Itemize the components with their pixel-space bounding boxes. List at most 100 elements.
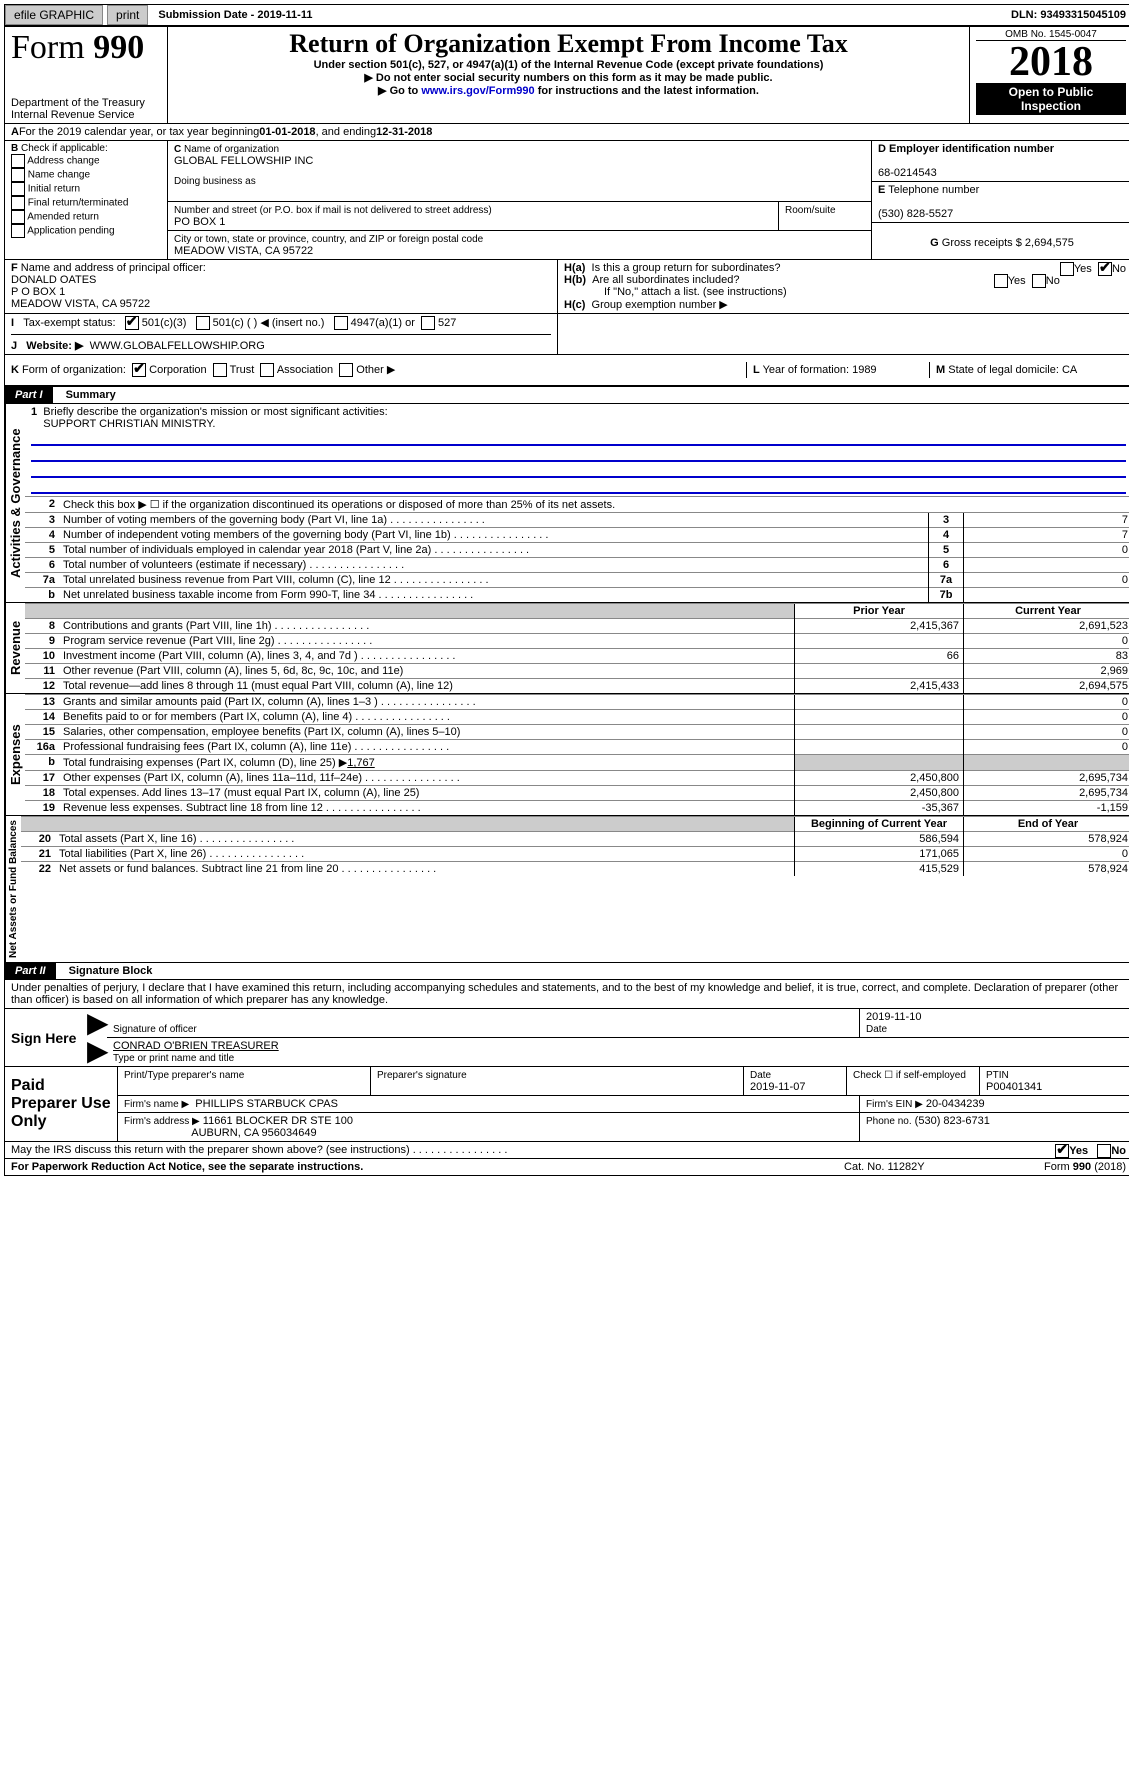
v3: 7 bbox=[964, 513, 1129, 528]
discuss: May the IRS discuss this return with the… bbox=[11, 1144, 507, 1156]
begbal-hdr: Beginning of Current Year bbox=[811, 818, 947, 830]
initial-return-checkbox[interactable] bbox=[11, 182, 25, 196]
c19: -1,159 bbox=[964, 801, 1129, 816]
line3: Number of voting members of the governin… bbox=[59, 513, 929, 528]
v4: 7 bbox=[964, 528, 1129, 543]
amended-return-checkbox[interactable] bbox=[11, 210, 25, 224]
501c-label: 501(c) ( ) ◀ (insert no.) bbox=[213, 317, 325, 329]
p17: 2,450,800 bbox=[795, 771, 964, 786]
year-formation: 1989 bbox=[852, 364, 876, 376]
l-label: Year of formation: bbox=[763, 364, 849, 376]
ptin-label: PTIN bbox=[986, 1070, 1009, 1081]
ha-no-checkbox[interactable] bbox=[1098, 262, 1112, 276]
submission-date: Submission Date - 2019-11-11 bbox=[152, 9, 312, 21]
phone-label: Phone no. bbox=[866, 1116, 912, 1127]
line8: Contributions and grants (Part VIII, lin… bbox=[59, 619, 795, 634]
hc-label: Group exemption number ▶ bbox=[592, 299, 728, 311]
501c-checkbox[interactable] bbox=[196, 316, 210, 330]
final-return-checkbox[interactable] bbox=[11, 196, 25, 210]
prior-year-hdr: Prior Year bbox=[853, 605, 905, 617]
line7b: Net unrelated business taxable income fr… bbox=[59, 588, 929, 603]
discuss-no-checkbox[interactable] bbox=[1097, 1144, 1111, 1158]
application-pending-checkbox[interactable] bbox=[11, 224, 25, 238]
endbal-hdr: End of Year bbox=[1018, 818, 1078, 830]
hb-no-checkbox[interactable] bbox=[1032, 274, 1046, 288]
p20: 586,594 bbox=[795, 832, 964, 847]
p14 bbox=[795, 710, 964, 725]
address-change-label: Address change bbox=[27, 156, 99, 167]
form-subtitle-under: Under section 501(c), 527, or 4947(a)(1)… bbox=[174, 59, 963, 71]
goto-pre: Go to bbox=[390, 85, 422, 97]
k-corp-checkbox[interactable] bbox=[132, 363, 146, 377]
p12: 2,415,433 bbox=[795, 679, 964, 694]
gross-receipts: 2,694,575 bbox=[1025, 237, 1074, 249]
c21: 0 bbox=[964, 847, 1129, 862]
section-net: Net Assets or Fund Balances bbox=[5, 816, 21, 962]
dept-treasury: Department of the Treasury bbox=[11, 97, 161, 109]
part-i-title: Summary bbox=[56, 389, 116, 401]
street: PO BOX 1 bbox=[174, 216, 225, 228]
k-assoc-checkbox[interactable] bbox=[260, 363, 274, 377]
c15: 0 bbox=[964, 725, 1129, 740]
paid-preparer: Paid Preparer Use Only bbox=[5, 1075, 117, 1133]
p16a bbox=[795, 740, 964, 755]
taxexempt-label: Tax-exempt status: bbox=[23, 317, 115, 329]
prep-name-label: Print/Type preparer's name bbox=[124, 1070, 244, 1081]
part-ii-title: Signature Block bbox=[59, 965, 153, 977]
c8: 2,691,523 bbox=[964, 619, 1129, 634]
name-change-checkbox[interactable] bbox=[11, 168, 25, 182]
dept-irs: Internal Revenue Service bbox=[11, 109, 161, 121]
c9: 0 bbox=[964, 634, 1129, 649]
part-i-label: Part I bbox=[5, 387, 53, 403]
print-button[interactable]: print bbox=[107, 5, 148, 25]
address-change-checkbox[interactable] bbox=[11, 154, 25, 168]
line2: Check this box ▶ ☐ if the organization d… bbox=[59, 497, 1129, 513]
c14: 0 bbox=[964, 710, 1129, 725]
sig-date: 2019-11-10 bbox=[866, 1011, 921, 1023]
discuss-yes-checkbox[interactable] bbox=[1055, 1144, 1069, 1158]
p22: 415,529 bbox=[795, 862, 964, 877]
501c3-checkbox[interactable] bbox=[125, 316, 139, 330]
room-label: Room/suite bbox=[785, 205, 836, 216]
line14: Benefits paid to or for members (Part IX… bbox=[59, 710, 795, 725]
c-name-label: Name of organization bbox=[184, 144, 279, 155]
name-change-label: Name change bbox=[28, 170, 90, 181]
e-label: Telephone number bbox=[888, 184, 979, 196]
p15 bbox=[795, 725, 964, 740]
a-begin: 01-01-2018 bbox=[259, 126, 315, 138]
p19: -35,367 bbox=[795, 801, 964, 816]
ha-yes-checkbox[interactable] bbox=[1060, 262, 1074, 276]
firm-phone: (530) 823-6731 bbox=[915, 1115, 990, 1127]
line19: Revenue less expenses. Subtract line 18 … bbox=[59, 801, 795, 816]
prep-date-label: Date bbox=[750, 1070, 771, 1081]
goto-post: for instructions and the latest informat… bbox=[535, 85, 759, 97]
city: MEADOW VISTA, CA 95722 bbox=[174, 245, 313, 257]
4947-label: 4947(a)(1) or bbox=[351, 317, 415, 329]
k-trust-checkbox[interactable] bbox=[213, 363, 227, 377]
k-label: Form of organization: bbox=[22, 364, 126, 376]
check-self: Check ☐ if self-employed bbox=[853, 1070, 966, 1081]
501c3-label: 501(c)(3) bbox=[142, 317, 187, 329]
hb-yes-checkbox[interactable] bbox=[994, 274, 1008, 288]
top-bar: efile GRAPHIC print Submission Date - 20… bbox=[4, 4, 1129, 26]
paperwork: For Paperwork Reduction Act Notice, see … bbox=[11, 1161, 844, 1173]
c22: 578,924 bbox=[964, 862, 1129, 877]
4947-checkbox[interactable] bbox=[334, 316, 348, 330]
hb-yes: Yes bbox=[1008, 275, 1026, 287]
line13: Grants and similar amounts paid (Part IX… bbox=[59, 695, 795, 710]
efile-button[interactable]: efile GRAPHIC bbox=[5, 5, 103, 25]
officer-name: DONALD OATES bbox=[11, 274, 96, 286]
line18: Total expenses. Add lines 13–17 (must eq… bbox=[59, 786, 795, 801]
discuss-no: No bbox=[1111, 1145, 1126, 1157]
line16a: Professional fundraising fees (Part IX, … bbox=[59, 740, 795, 755]
k-other-checkbox[interactable] bbox=[339, 363, 353, 377]
line7a: Total unrelated business revenue from Pa… bbox=[59, 573, 929, 588]
p8: 2,415,367 bbox=[795, 619, 964, 634]
line4: Number of independent voting members of … bbox=[59, 528, 929, 543]
527-checkbox[interactable] bbox=[421, 316, 435, 330]
v7a: 0 bbox=[964, 573, 1129, 588]
goto-link[interactable]: www.irs.gov/Form990 bbox=[421, 85, 534, 97]
k-other: Other ▶ bbox=[356, 364, 395, 376]
p18: 2,450,800 bbox=[795, 786, 964, 801]
line17: Other expenses (Part IX, column (A), lin… bbox=[59, 771, 795, 786]
